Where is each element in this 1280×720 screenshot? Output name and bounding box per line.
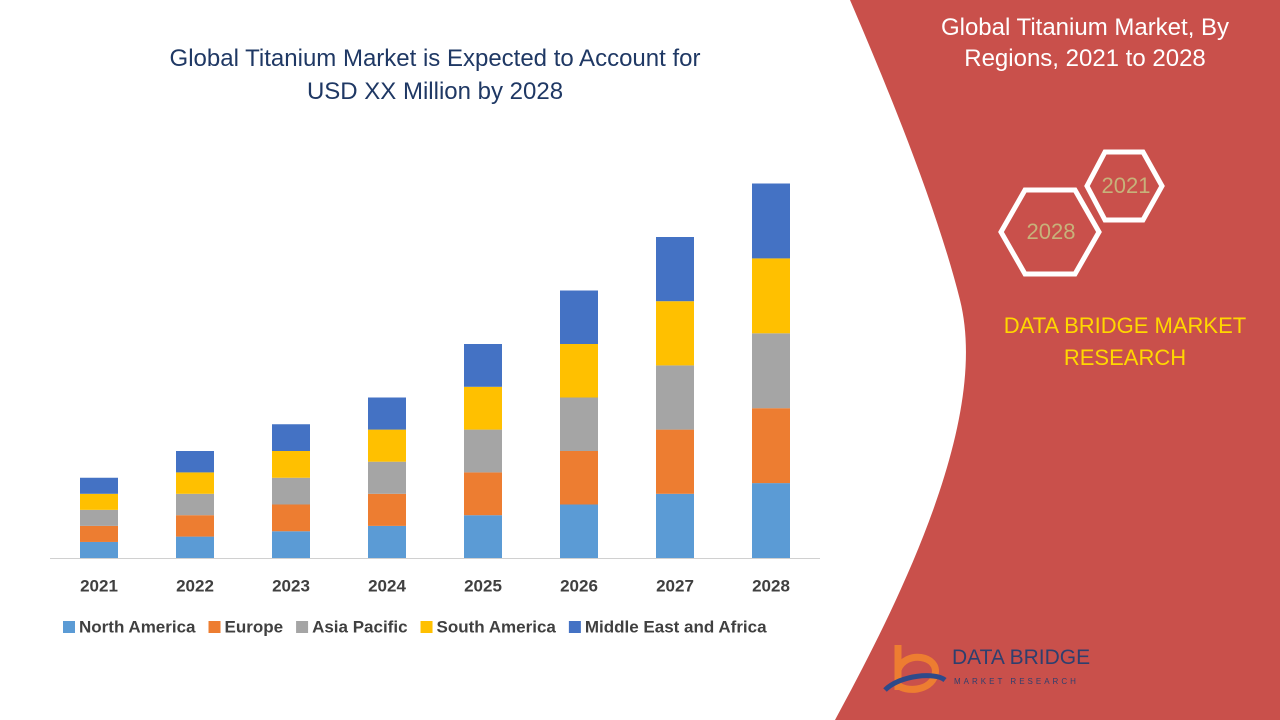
legend-swatch bbox=[63, 621, 75, 633]
hexagon-label: 2021 bbox=[1102, 173, 1151, 198]
legend-label: Middle East and Africa bbox=[585, 617, 767, 636]
bar-segment bbox=[368, 525, 406, 558]
bar-segment bbox=[656, 429, 694, 494]
bar-segment bbox=[176, 451, 214, 473]
hexagon-label: 2028 bbox=[1027, 219, 1076, 244]
bar-segment bbox=[752, 483, 790, 558]
x-tick-label: 2023 bbox=[272, 576, 310, 595]
bar-segment bbox=[272, 504, 310, 532]
x-tick-label: 2021 bbox=[80, 576, 118, 595]
bar-segment bbox=[656, 493, 694, 558]
legend-swatch bbox=[568, 621, 581, 633]
x-tick-label: 2022 bbox=[176, 576, 214, 595]
bar-segment bbox=[368, 461, 406, 494]
bar-segment bbox=[272, 531, 310, 558]
legend-swatch bbox=[420, 621, 433, 633]
bar-segment bbox=[176, 536, 214, 558]
legend-swatch bbox=[296, 621, 309, 633]
bar-segment bbox=[464, 386, 502, 430]
logo-tagline: MARKET RESEARCH bbox=[954, 677, 1079, 686]
legend-label: Asia Pacific bbox=[312, 617, 407, 636]
bar-segment bbox=[560, 290, 598, 344]
bar-segment bbox=[176, 493, 214, 516]
bar-segment bbox=[560, 451, 598, 505]
x-tick-label: 2024 bbox=[368, 576, 406, 595]
bar-segment bbox=[176, 472, 214, 494]
bar-segment bbox=[560, 397, 598, 451]
bar-segment bbox=[560, 504, 598, 558]
bar-segment bbox=[80, 541, 118, 558]
bar-segment bbox=[272, 424, 310, 451]
bar-segment bbox=[368, 493, 406, 526]
x-tick-label: 2026 bbox=[560, 576, 598, 595]
bar-segment bbox=[560, 344, 598, 398]
logo-icon bbox=[883, 673, 947, 692]
bar-segment bbox=[464, 344, 502, 387]
bar-segment bbox=[272, 451, 310, 478]
bar-segment bbox=[464, 429, 502, 473]
chart-title: Global Titanium Market is Expected to Ac… bbox=[169, 45, 701, 105]
bar-segment bbox=[368, 397, 406, 430]
bar-segment bbox=[80, 477, 118, 494]
legend-label: Europe bbox=[225, 617, 284, 636]
bar-segment bbox=[464, 472, 502, 516]
bar-segment bbox=[272, 477, 310, 505]
bar-segment bbox=[368, 429, 406, 462]
bar-segment bbox=[80, 525, 118, 542]
x-tick-label: 2028 bbox=[752, 576, 790, 595]
side-panel-bg bbox=[835, 0, 1280, 720]
legend-label: South America bbox=[437, 617, 557, 636]
logo-name: DATA BRIDGE bbox=[952, 646, 1090, 669]
bar-segment bbox=[176, 515, 214, 537]
bar-segment bbox=[752, 258, 790, 334]
x-tick-label: 2025 bbox=[464, 576, 502, 595]
bar-segment bbox=[656, 301, 694, 366]
bar-segment bbox=[752, 183, 790, 259]
bar-segment bbox=[656, 365, 694, 430]
hexagon bbox=[1084, 149, 1165, 223]
bar-segment bbox=[656, 237, 694, 302]
brand: DATA BRIDGE MARKET RESEARCH bbox=[1003, 313, 1247, 370]
panel-title: Global Titanium Market, By Regions, 2021… bbox=[940, 14, 1230, 72]
legend-swatch bbox=[208, 621, 221, 633]
x-tick-label: 2027 bbox=[656, 576, 694, 595]
bar-segment bbox=[80, 493, 118, 510]
bar-segment bbox=[752, 408, 790, 484]
hexagon bbox=[998, 187, 1102, 277]
bar-segment bbox=[752, 333, 790, 409]
bar-segment bbox=[80, 509, 118, 526]
legend-label: North America bbox=[79, 617, 196, 636]
bar-segment bbox=[464, 515, 502, 558]
